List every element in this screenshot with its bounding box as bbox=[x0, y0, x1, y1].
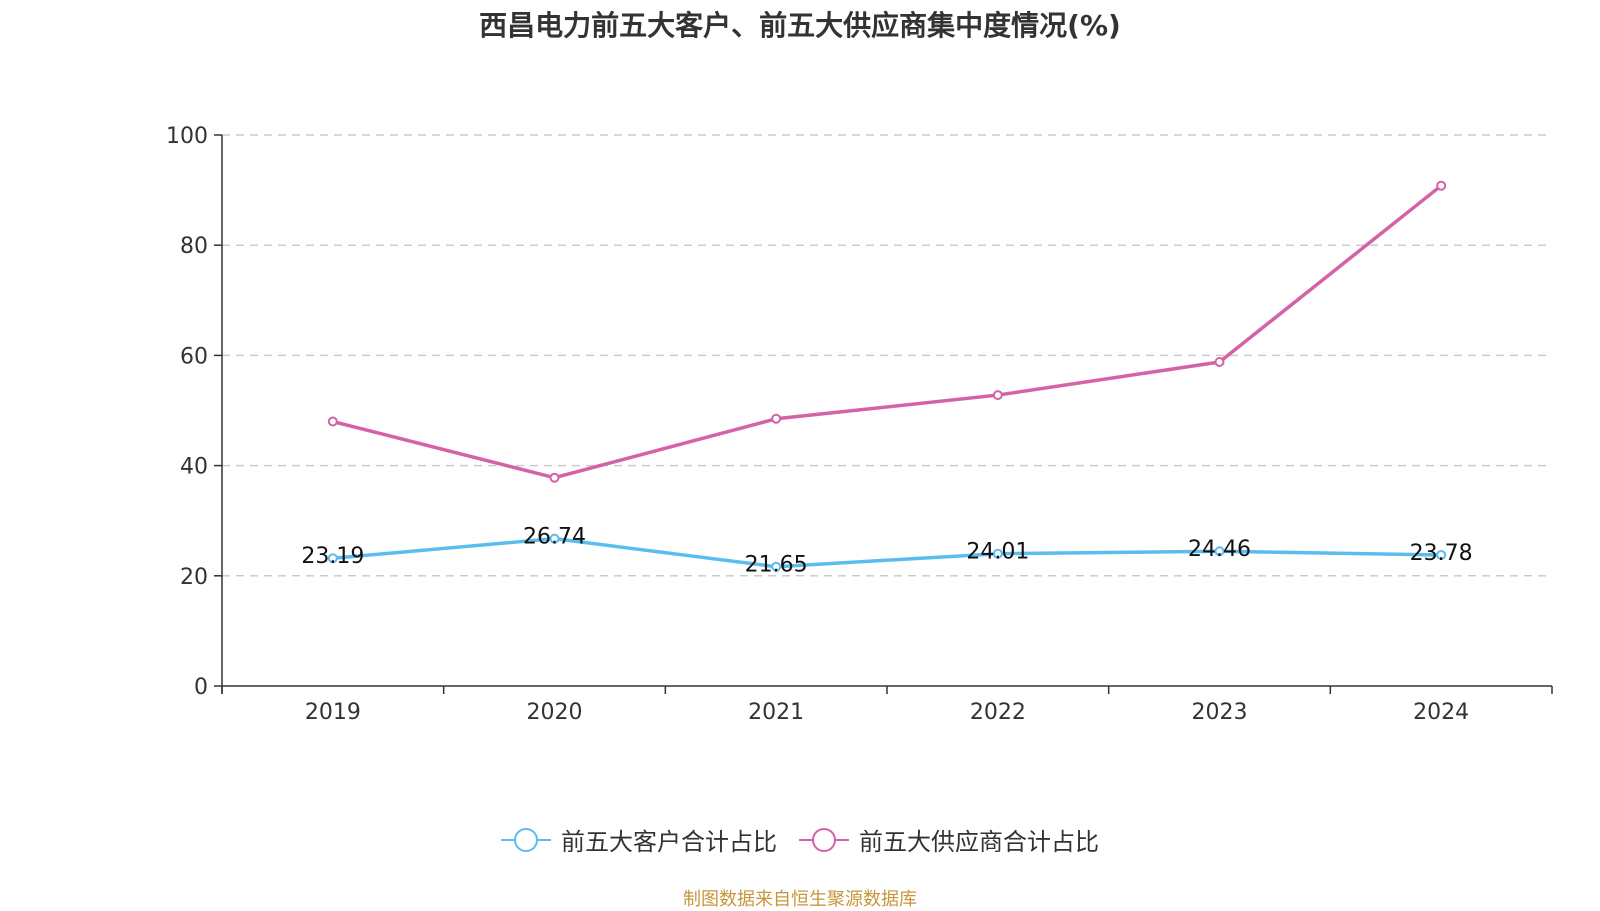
x-tick-label: 2020 bbox=[527, 700, 583, 725]
y-tick-label: 60 bbox=[180, 344, 208, 369]
x-tick-label: 2023 bbox=[1192, 700, 1248, 725]
chart-title: 西昌电力前五大客户、前五大供应商集中度情况(%) bbox=[479, 9, 1121, 42]
line-chart: 0 20 40 60 80 100 2019 2020 2021 2022 2023 2024 23.1… bbox=[166, 124, 1553, 725]
legend-label-customers: 前五大客户合计占比 bbox=[561, 828, 777, 856]
source-note: 制图数据来自恒生聚源数据库 bbox=[683, 889, 917, 910]
data-point bbox=[549, 472, 560, 483]
data-label: 24.01 bbox=[966, 540, 1029, 565]
y-tick-label: 0 bbox=[194, 675, 208, 700]
data-point bbox=[1214, 357, 1225, 368]
y-tick-label: 100 bbox=[166, 124, 208, 149]
data-label: 24.46 bbox=[1188, 537, 1251, 562]
y-tick-label: 40 bbox=[180, 455, 208, 480]
y-tick-label: 80 bbox=[180, 234, 208, 259]
data-point bbox=[327, 553, 338, 564]
x-tick-label: 2019 bbox=[305, 700, 361, 725]
data-label: 26.74 bbox=[523, 525, 586, 550]
series-line-0 bbox=[332, 536, 1442, 569]
legend: 前五大客户合计占比 前五大供应商合计占比 bbox=[0, 822, 1600, 857]
y-tick-label: 20 bbox=[180, 565, 208, 590]
data-point bbox=[992, 390, 1003, 401]
legend-marker-customers bbox=[501, 827, 551, 853]
data-point bbox=[992, 548, 1003, 559]
data-point bbox=[327, 416, 338, 427]
data-label: 23.19 bbox=[301, 544, 364, 569]
x-tick-label: 2022 bbox=[970, 700, 1026, 725]
legend-item-customers[interactable]: 前五大客户合计占比 bbox=[501, 822, 777, 857]
data-label: 21.65 bbox=[745, 553, 808, 578]
legend-marker-suppliers bbox=[799, 827, 849, 853]
data-point bbox=[1214, 546, 1225, 557]
data-point bbox=[549, 533, 560, 544]
legend-item-suppliers[interactable]: 前五大供应商合计占比 bbox=[799, 822, 1099, 857]
data-point bbox=[771, 413, 782, 424]
data-point bbox=[1436, 180, 1447, 191]
data-point bbox=[771, 561, 782, 572]
data-point bbox=[1436, 549, 1447, 560]
legend-label-suppliers: 前五大供应商合计占比 bbox=[859, 828, 1099, 856]
series-line-1 bbox=[332, 184, 1443, 480]
data-label: 23.78 bbox=[1410, 541, 1473, 566]
x-tick-label: 2024 bbox=[1413, 700, 1469, 725]
x-tick-label: 2021 bbox=[748, 700, 804, 725]
